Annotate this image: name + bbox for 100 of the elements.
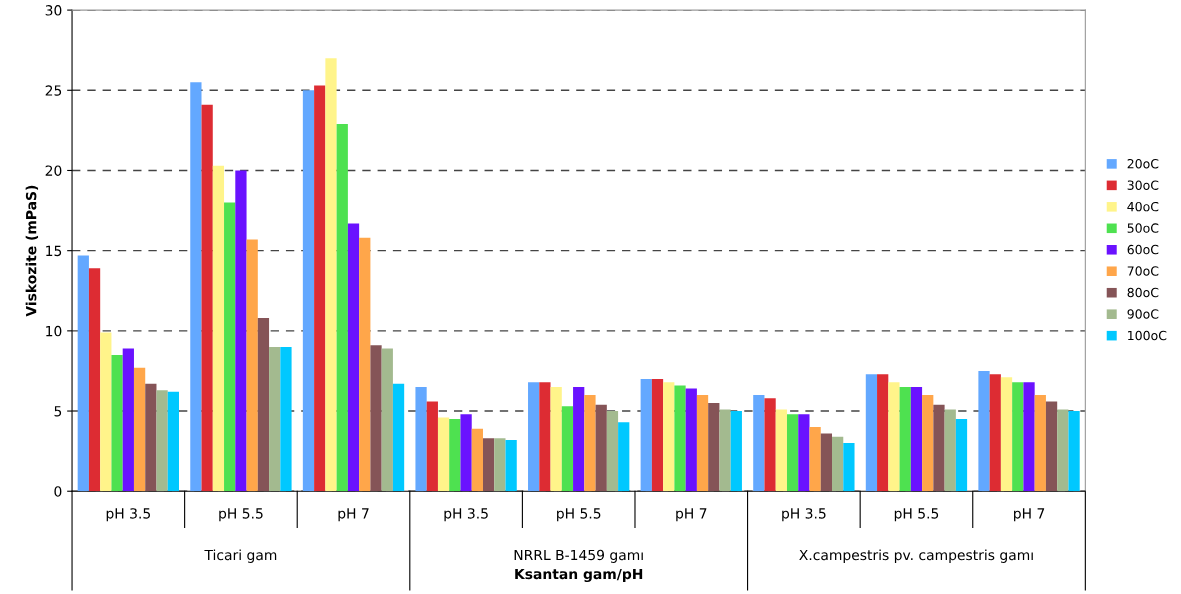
bar bbox=[257, 318, 270, 492]
bar bbox=[201, 104, 213, 492]
bar bbox=[1000, 377, 1013, 492]
legend-label: 60oC bbox=[1127, 244, 1159, 255]
bar bbox=[482, 438, 495, 492]
bar bbox=[460, 414, 472, 492]
y-tick-label: 25 bbox=[45, 85, 62, 96]
x-tick-label: pH 3.5 bbox=[444, 508, 488, 522]
bar bbox=[877, 374, 889, 492]
bar bbox=[111, 354, 123, 492]
bar bbox=[663, 382, 675, 492]
bar bbox=[88, 268, 101, 492]
x-tick-label: pH 7 bbox=[338, 508, 369, 522]
bar bbox=[809, 427, 821, 492]
bar bbox=[528, 382, 540, 492]
bar bbox=[640, 378, 652, 492]
bar bbox=[156, 390, 168, 492]
x-axis-title: Ksantan gam/pH bbox=[515, 568, 643, 583]
bar bbox=[775, 409, 787, 492]
y-tick-label: 20 bbox=[45, 165, 62, 176]
bar bbox=[370, 345, 382, 492]
bar bbox=[922, 395, 934, 492]
bar bbox=[302, 90, 315, 492]
text: NRRL B-1459 gamı bbox=[514, 549, 643, 563]
bar bbox=[888, 382, 900, 492]
bar bbox=[1023, 382, 1035, 492]
bar bbox=[415, 386, 427, 492]
bar bbox=[1045, 401, 1058, 492]
bar bbox=[1057, 409, 1069, 492]
y-tick-label: 10 bbox=[46, 325, 62, 337]
bar bbox=[1034, 395, 1046, 492]
bar bbox=[437, 417, 450, 492]
bar bbox=[944, 409, 956, 492]
text: X.campestris pv. campestris gamı bbox=[799, 549, 1033, 563]
bar bbox=[786, 414, 799, 492]
bar bbox=[843, 443, 855, 492]
x-tick-label: pH 7 bbox=[1014, 508, 1045, 522]
legend-label: 30oC bbox=[1127, 180, 1159, 190]
bar bbox=[212, 165, 225, 492]
bar bbox=[550, 386, 562, 492]
bar bbox=[708, 403, 720, 492]
bar bbox=[224, 202, 236, 492]
x-tick-label: pH 5.5 bbox=[557, 508, 601, 522]
legend-label: 70oC bbox=[1127, 266, 1159, 276]
bar bbox=[1068, 411, 1080, 492]
bar bbox=[392, 383, 405, 492]
bar bbox=[764, 398, 776, 492]
bar bbox=[719, 409, 731, 492]
bar bbox=[832, 436, 844, 492]
y-tick-label: 0 bbox=[54, 486, 62, 497]
bar bbox=[235, 170, 247, 492]
bar bbox=[449, 419, 461, 492]
legend-label: 80oC bbox=[1127, 287, 1159, 298]
y-tick-label: 5 bbox=[54, 406, 62, 417]
bar bbox=[381, 348, 393, 492]
bar bbox=[471, 428, 483, 492]
bar bbox=[933, 404, 945, 492]
bar bbox=[280, 346, 292, 492]
bar bbox=[685, 388, 697, 492]
bar bbox=[167, 391, 179, 492]
bar bbox=[246, 239, 258, 492]
bar bbox=[978, 370, 990, 492]
bar bbox=[122, 348, 134, 492]
bar bbox=[674, 385, 686, 492]
legend-label: 100oC bbox=[1128, 330, 1167, 341]
legend-label: 40oC bbox=[1127, 201, 1159, 212]
legend-label: 50oC bbox=[1127, 223, 1159, 233]
bar bbox=[820, 433, 833, 492]
bar bbox=[595, 404, 607, 492]
bar bbox=[347, 223, 360, 492]
bar bbox=[606, 411, 619, 492]
x-tick-label: pH 3.5 bbox=[106, 508, 150, 522]
x-tick-label: pH 5.5 bbox=[894, 508, 939, 522]
bar bbox=[336, 123, 348, 492]
y-tick-label: 15 bbox=[46, 245, 62, 257]
bar bbox=[539, 382, 551, 492]
bar bbox=[505, 439, 517, 492]
y-tick-label: 30 bbox=[45, 5, 62, 16]
bar bbox=[325, 58, 337, 492]
x-tick-label: pH 5.5 bbox=[219, 508, 263, 522]
bar bbox=[359, 237, 371, 492]
bar bbox=[798, 414, 810, 492]
bar bbox=[190, 82, 202, 492]
bar bbox=[955, 419, 968, 492]
bar bbox=[1012, 382, 1024, 492]
x-tick-label: pH 3.5 bbox=[782, 508, 826, 522]
bar bbox=[584, 395, 596, 492]
bar bbox=[573, 386, 585, 492]
bar bbox=[269, 346, 281, 492]
text: Ticari gam bbox=[204, 549, 277, 563]
bar bbox=[651, 378, 664, 492]
bar bbox=[618, 422, 630, 492]
bar bbox=[730, 411, 742, 492]
y-axis-title: Viskozite (mPaS) bbox=[25, 185, 39, 317]
bar bbox=[753, 395, 765, 492]
bar bbox=[910, 386, 923, 492]
bar bbox=[696, 395, 709, 492]
bar bbox=[561, 406, 574, 492]
x-tick-label: pH 7 bbox=[676, 508, 707, 522]
bar bbox=[77, 255, 89, 492]
